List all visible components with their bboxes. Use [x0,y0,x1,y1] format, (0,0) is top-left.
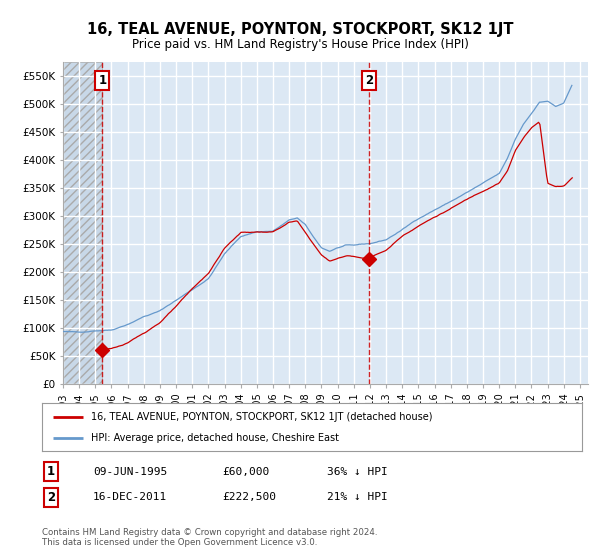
Text: £60,000: £60,000 [222,466,269,477]
Text: 16, TEAL AVENUE, POYNTON, STOCKPORT, SK12 1JT: 16, TEAL AVENUE, POYNTON, STOCKPORT, SK1… [87,22,513,38]
Text: 2: 2 [365,74,373,87]
Text: 1: 1 [98,74,106,87]
Text: Price paid vs. HM Land Registry's House Price Index (HPI): Price paid vs. HM Land Registry's House … [131,38,469,50]
Bar [63,62,103,384]
Text: 16-DEC-2011: 16-DEC-2011 [93,492,167,502]
Text: 36% ↓ HPI: 36% ↓ HPI [327,466,388,477]
Text: 09-JUN-1995: 09-JUN-1995 [93,466,167,477]
Text: 16, TEAL AVENUE, POYNTON, STOCKPORT, SK12 1JT (detached house): 16, TEAL AVENUE, POYNTON, STOCKPORT, SK1… [91,412,432,422]
Text: 2: 2 [47,491,55,504]
Text: 21% ↓ HPI: 21% ↓ HPI [327,492,388,502]
Text: Contains HM Land Registry data © Crown copyright and database right 2024.
This d: Contains HM Land Registry data © Crown c… [42,528,377,547]
Text: 1: 1 [47,465,55,478]
Text: HPI: Average price, detached house, Cheshire East: HPI: Average price, detached house, Ches… [91,433,338,444]
Text: £222,500: £222,500 [222,492,276,502]
